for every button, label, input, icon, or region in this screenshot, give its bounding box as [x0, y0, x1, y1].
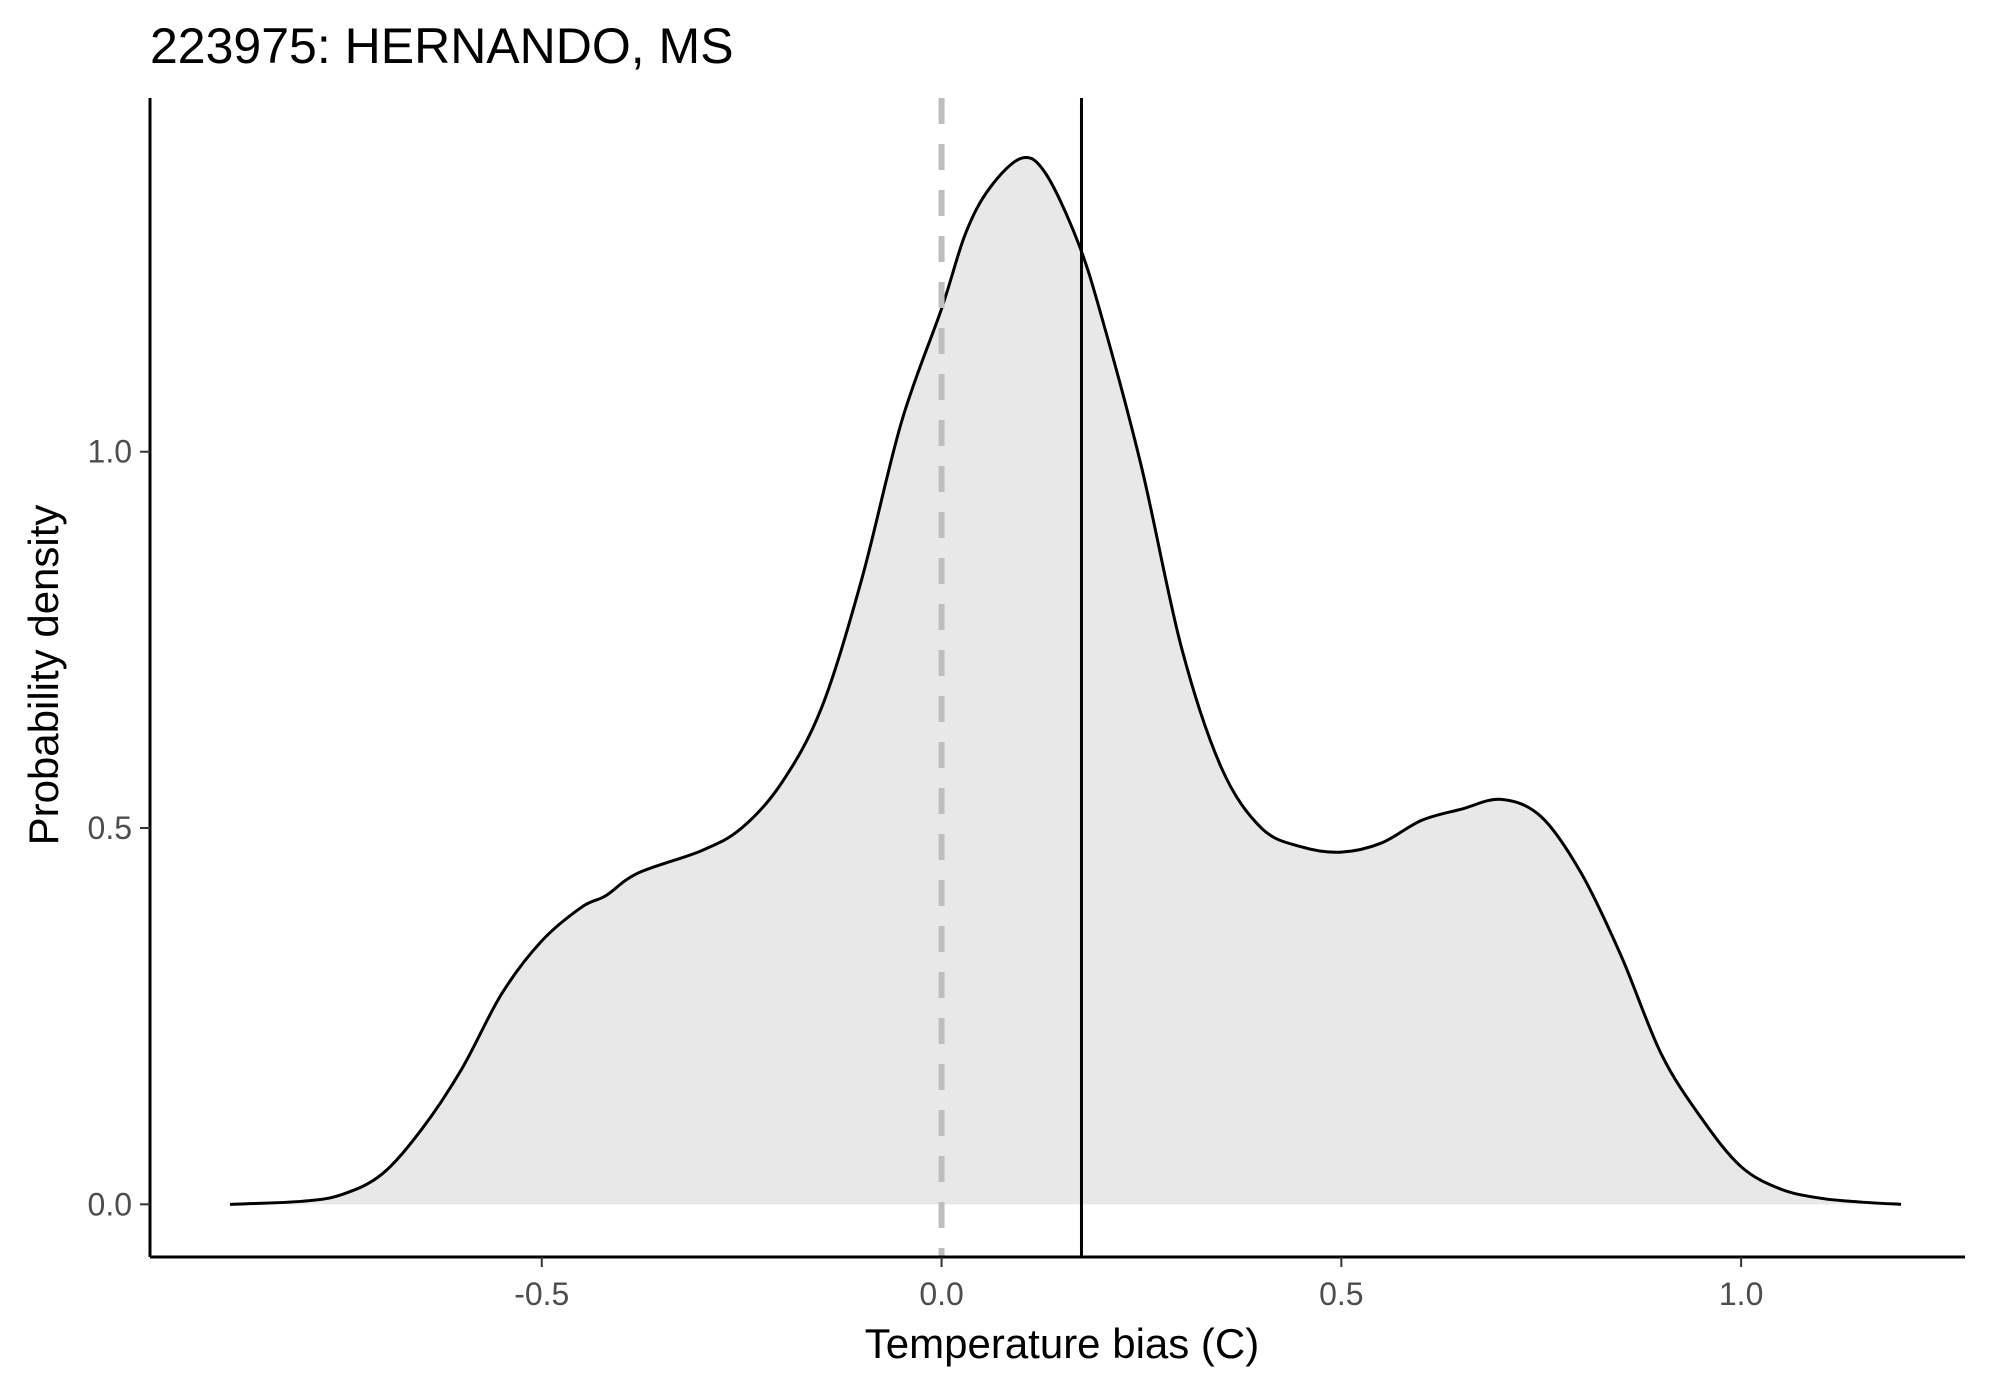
- x-tick-label: 0.0: [919, 1276, 963, 1312]
- x-tick-label: 0.5: [1319, 1276, 1363, 1312]
- axes: -0.5 0.0 0.5 1.0 0.0 0.5 1.0: [88, 98, 1965, 1312]
- x-tick-label: -0.5: [514, 1276, 569, 1312]
- y-tick-label: 0.5: [88, 810, 132, 846]
- x-tick-label: 1.0: [1719, 1276, 1763, 1312]
- plot-area: [229, 98, 1902, 1257]
- chart-title: 223975: HERNANDO, MS: [150, 18, 734, 74]
- x-axis-title: Temperature bias (C): [865, 1320, 1259, 1367]
- y-tick-label: 0.0: [88, 1186, 132, 1222]
- y-tick-label: 1.0: [88, 434, 132, 470]
- density-curve: [229, 156, 1902, 1206]
- y-axis-title: Probability density: [20, 505, 67, 846]
- density-area: [229, 157, 1902, 1205]
